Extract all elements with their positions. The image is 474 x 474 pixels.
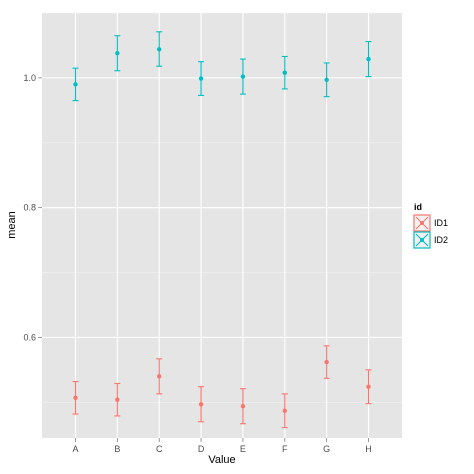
data-point: [157, 47, 162, 52]
data-point: [115, 397, 120, 402]
data-point: [366, 384, 371, 389]
point-layer: [73, 47, 371, 413]
data-point: [324, 77, 329, 83]
data-point: [73, 82, 78, 87]
x-tick-label: H: [365, 444, 372, 454]
legend-key-point: [420, 238, 424, 242]
data-point: [282, 408, 287, 413]
data-point: [157, 374, 162, 379]
x-tick-label: A: [72, 444, 78, 454]
y-tick-label: 1.0: [23, 73, 36, 83]
data-point: [198, 76, 204, 81]
x-tick-label: C: [156, 444, 163, 454]
data-point: [282, 70, 287, 75]
x-tick-label: G: [323, 444, 330, 454]
x-tick-label: E: [240, 444, 246, 454]
data-point: [198, 402, 204, 407]
x-tick-label: B: [114, 444, 120, 454]
y-axis-title: mean: [6, 211, 18, 239]
x-tick-label: D: [198, 444, 205, 454]
legend-key-point: [420, 221, 424, 225]
y-tick-label: 0.8: [23, 203, 36, 213]
plot-panel: [42, 13, 402, 438]
legend: id ID1 ID2: [413, 202, 448, 249]
legend-title: id: [414, 202, 422, 212]
y-tick-label: 0.6: [23, 332, 36, 342]
legend-label: ID2: [434, 235, 448, 245]
data-point: [240, 74, 246, 79]
data-point: [324, 359, 329, 365]
data-point: [73, 395, 78, 400]
data-point: [366, 56, 371, 62]
data-point: [240, 404, 246, 409]
axis-layer: 0.6 0.8 1.0 A B C D E F G H: [23, 73, 371, 454]
x-axis-title: Value: [208, 454, 235, 466]
data-point: [115, 51, 120, 56]
x-tick-label: F: [282, 444, 288, 454]
legend-label: ID1: [434, 218, 448, 228]
